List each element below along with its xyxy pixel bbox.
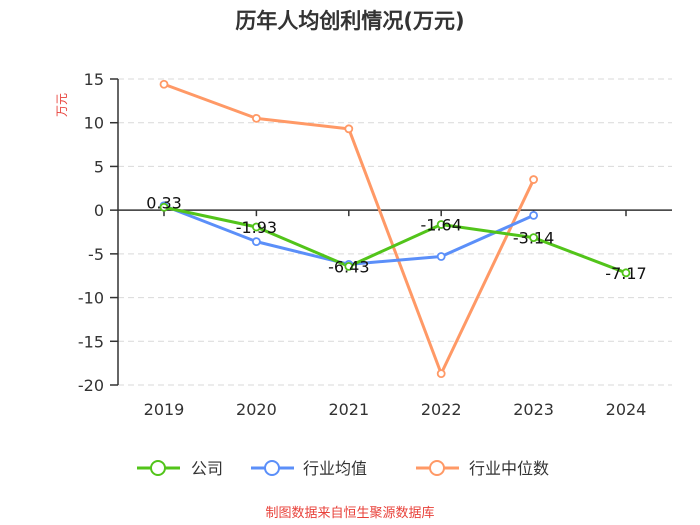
data-point xyxy=(344,261,354,271)
y-tick-label: 5 xyxy=(94,157,104,176)
legend-circle-marker xyxy=(150,460,166,476)
y-axis-unit-label: 万元 xyxy=(55,93,69,117)
series-line xyxy=(162,205,628,275)
x-tick-label: 2021 xyxy=(328,400,369,419)
data-label: -3.14 xyxy=(513,229,554,248)
grid-lines xyxy=(118,78,672,386)
data-labels: 0.33 -1.93 -6.43 -1.64 -3.14 -7.17 xyxy=(146,193,647,283)
data-point xyxy=(251,222,261,232)
data-point xyxy=(436,252,446,261)
legend-label: 公司 xyxy=(191,459,223,478)
legend: 公司 行业均值 行业中位数 xyxy=(137,459,549,478)
data-label: -7.17 xyxy=(605,264,646,283)
data-label: -6.43 xyxy=(328,257,369,276)
data-label: -1.93 xyxy=(236,218,277,237)
x-tick-label: 2020 xyxy=(236,400,277,419)
x-tick-label: 2019 xyxy=(144,400,185,419)
y-tick-label: -10 xyxy=(78,289,104,308)
data-point xyxy=(344,124,354,134)
chart-title: 历年人均创利情况(万元) xyxy=(235,9,464,33)
data-point xyxy=(529,210,538,220)
data-point xyxy=(251,237,261,247)
y-tick-label: -15 xyxy=(78,332,104,351)
data-label: 0.33 xyxy=(146,193,182,212)
data-point xyxy=(436,369,446,379)
axes: 15 10 5 0 -5 -10 -15 -20 2019 2020 2021 2022 2023 202… xyxy=(78,70,672,419)
data-point xyxy=(436,220,446,229)
y-tick-label: -5 xyxy=(88,245,104,264)
y-tick-label: 15 xyxy=(84,70,104,89)
x-tick-label: 2022 xyxy=(421,400,462,419)
legend-circle-marker xyxy=(264,460,280,476)
data-points xyxy=(159,79,631,379)
data-point xyxy=(529,233,538,242)
data-label: -1.64 xyxy=(420,215,461,234)
x-tick-label: 2024 xyxy=(606,400,647,419)
data-point xyxy=(159,79,169,89)
data-point xyxy=(529,175,538,184)
source-note: 制图数据来自恒生聚源数据库 xyxy=(265,505,434,521)
legend-label: 行业均值 xyxy=(303,459,367,478)
legend-label: 行业中位数 xyxy=(469,459,549,478)
y-tick-label: 0 xyxy=(94,201,104,220)
x-tick-label: 2023 xyxy=(513,400,554,419)
y-tick-label: -20 xyxy=(78,376,104,395)
data-point xyxy=(159,202,169,212)
series-lines xyxy=(162,82,628,376)
data-point xyxy=(251,113,261,123)
legend-circle-marker xyxy=(429,460,445,476)
y-tick-label: 10 xyxy=(84,114,104,133)
data-point xyxy=(621,268,631,278)
